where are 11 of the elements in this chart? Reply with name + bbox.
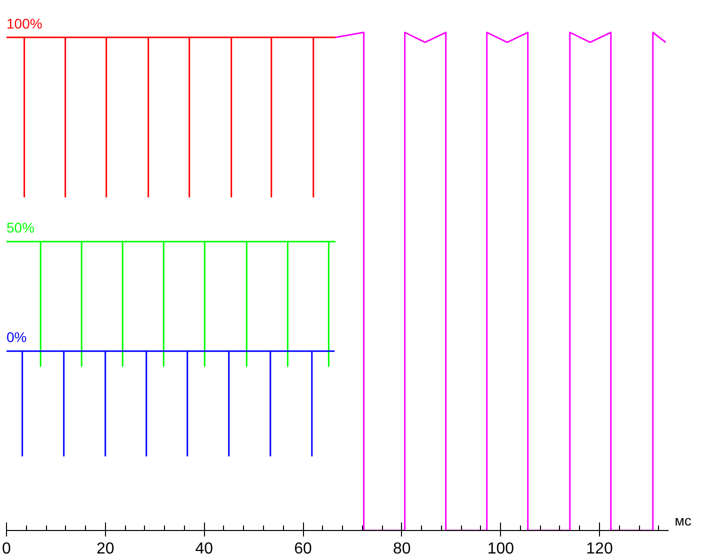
- series-label: 50%: [6, 220, 35, 236]
- x-tick-label: 120: [586, 540, 613, 558]
- x-tick-label: 80: [392, 540, 411, 558]
- series-label: 100%: [6, 15, 42, 32]
- x-tick-label: 0: [2, 540, 12, 558]
- x-tick-label: 40: [195, 540, 214, 558]
- x-tick-label: 100: [487, 540, 514, 558]
- x-tick-label: 20: [96, 540, 114, 558]
- x-tick-label: 60: [294, 540, 312, 558]
- series-label: 0%: [6, 329, 27, 346]
- x-axis-title: мс: [674, 512, 692, 528]
